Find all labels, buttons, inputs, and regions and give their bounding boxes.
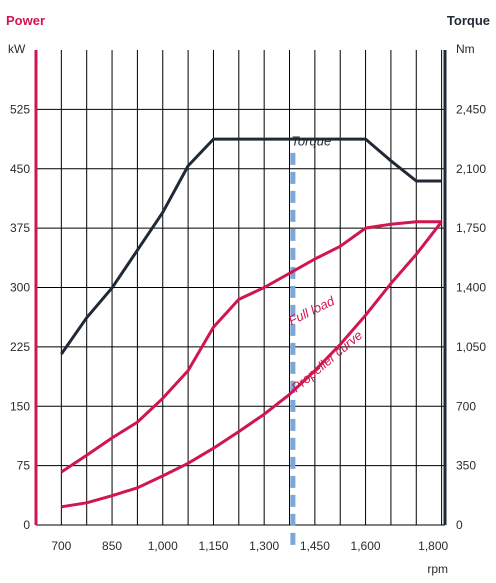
x-tick-label: 1,150 xyxy=(198,539,228,553)
x-tick-label: 850 xyxy=(102,539,122,553)
series-group xyxy=(61,139,441,507)
torque-line xyxy=(61,139,441,354)
propeller-curve-line xyxy=(61,222,441,507)
propeller-curve-label: Propeller curve xyxy=(289,327,366,395)
ylabel-left: kW xyxy=(8,42,26,56)
x-tick-label: 1,600 xyxy=(351,539,381,553)
y-left-tick-label: 375 xyxy=(10,221,30,235)
title-right: Torque xyxy=(447,13,490,28)
y-right-tick-label: 1,400 xyxy=(456,281,486,295)
y-left-tick-label: 0 xyxy=(23,518,30,532)
y-right-tick-label: 1,750 xyxy=(456,221,486,235)
curve-labels-group: Torque Full load Propeller curve xyxy=(286,133,365,395)
y-right-tick-label: 700 xyxy=(456,399,476,413)
x-tick-label: 1,800 xyxy=(418,539,448,553)
y-left-tick-label: 225 xyxy=(10,340,30,354)
x-tick-label: 1,450 xyxy=(300,539,330,553)
y-right-tick-label: 2,450 xyxy=(456,102,486,116)
y-right-tick-label: 1,050 xyxy=(456,340,486,354)
xlabel: rpm xyxy=(427,562,448,576)
y-left-tick-label: 75 xyxy=(17,459,31,473)
grid-lines xyxy=(36,50,445,525)
x-tick-label: 1,000 xyxy=(148,539,178,553)
y-left-tick-label: 525 xyxy=(10,102,30,116)
y-left-tick-label: 300 xyxy=(10,281,30,295)
y-right-tick-label: 0 xyxy=(456,518,463,532)
title-left: Power xyxy=(6,13,45,28)
y-right-tick-label: 2,100 xyxy=(456,162,486,176)
y-right-tick-label: 350 xyxy=(456,459,476,473)
full-load-curve-label: Full load xyxy=(286,293,337,328)
y-left-tick-label: 150 xyxy=(10,399,30,413)
x-tick-label: 700 xyxy=(51,539,71,553)
y-left-tick-label: 450 xyxy=(10,162,30,176)
torque-curve-label: Torque xyxy=(291,133,331,148)
ylabel-right: Nm xyxy=(456,42,475,56)
x-tick-label: 1,300 xyxy=(249,539,279,553)
